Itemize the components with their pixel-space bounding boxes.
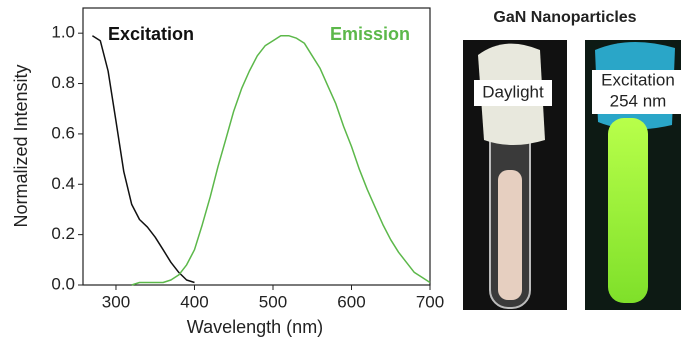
x-tick-label: 600: [337, 292, 365, 311]
x-tick-label: 300: [102, 292, 130, 311]
legend-label: Excitation: [108, 24, 194, 44]
x-axis-label: Wavelength (nm): [187, 317, 323, 337]
y-tick-label: 0.8: [51, 73, 75, 92]
y-tick-label: 0.2: [51, 224, 75, 243]
label-box: [474, 80, 552, 106]
powder: [498, 170, 522, 300]
tube-glow: [608, 118, 648, 303]
y-tick-label: 1.0: [51, 23, 75, 42]
plot-frame: [82, 7, 431, 286]
photo-label: Excitation: [601, 70, 675, 89]
x-tick-label: 400: [180, 292, 208, 311]
y-tick-label: 0.6: [51, 123, 75, 142]
photo-title: GaN Nanoparticles: [493, 9, 636, 26]
y-tick-label: 0.4: [51, 174, 75, 193]
x-tick-label: 700: [416, 292, 444, 311]
y-axis-label: Normalized Intensity: [11, 64, 31, 227]
line-series: [131, 34, 431, 286]
y-tick-label: 0.0: [51, 274, 75, 293]
line-series: [91, 35, 195, 284]
legend-label: Emission: [330, 24, 410, 44]
x-tick-label: 500: [259, 292, 287, 311]
photo-label: Daylight: [482, 82, 544, 101]
photo-label: 254 nm: [610, 91, 667, 110]
label-box: [592, 70, 681, 114]
